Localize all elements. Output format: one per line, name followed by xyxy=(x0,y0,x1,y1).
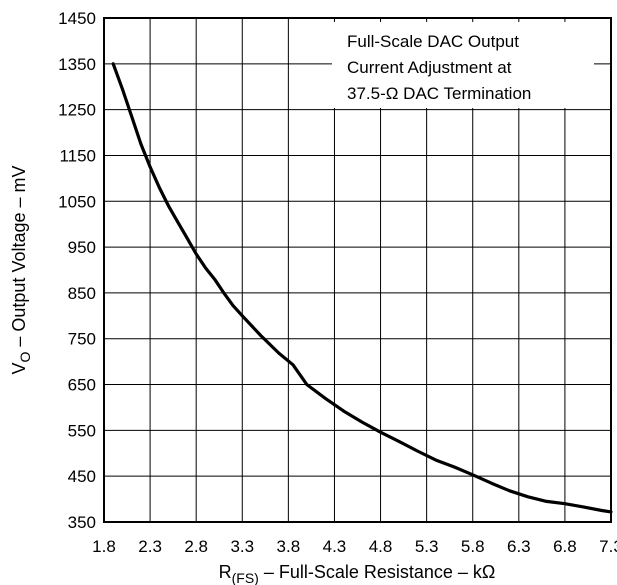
y-tick-label-7: 1050 xyxy=(58,192,96,211)
y-axis-ticks: 350 450 550 650 750 850 950 1050 1150 1250 1350 145… xyxy=(58,9,96,532)
y-tick-label-10: 1350 xyxy=(58,55,96,74)
x-tick-label-2: 2.8 xyxy=(184,537,208,556)
y-tick-label-6: 950 xyxy=(68,238,96,257)
y-tick-label-2: 550 xyxy=(68,421,96,440)
x-axis-label-subscript: (FS) xyxy=(232,570,259,585)
annotation-line-3: 37.5-Ω DAC Termination xyxy=(347,84,531,103)
y-tick-label-1: 450 xyxy=(68,467,96,486)
x-tick-label-0: 1.8 xyxy=(92,537,116,556)
series-line-0 xyxy=(111,62,613,514)
x-tick-label-8: 5.8 xyxy=(461,537,485,556)
x-axis-label-main: R xyxy=(219,562,232,582)
y-tick-label-0: 350 xyxy=(68,513,96,532)
x-tick-label-5: 4.3 xyxy=(323,537,347,556)
y-axis-label-main: V xyxy=(9,363,29,375)
annotation-background xyxy=(332,22,594,108)
x-tick-label-9: 6.3 xyxy=(507,537,531,556)
x-tick-label-3: 3.3 xyxy=(230,537,254,556)
annotation-box: Full-Scale DAC Output Current Adjustment… xyxy=(332,22,594,108)
x-tick-label-6: 4.8 xyxy=(369,537,393,556)
x-tick-label-7: 5.3 xyxy=(415,537,439,556)
series-layer xyxy=(111,62,613,514)
y-tick-label-5: 850 xyxy=(68,284,96,303)
x-tick-label-11: 7.3 xyxy=(599,537,617,556)
y-tick-label-9: 1250 xyxy=(58,101,96,120)
x-axis-label-rest: – Full-Scale Resistance – kΩ xyxy=(259,562,496,582)
y-tick-label-3: 650 xyxy=(68,376,96,395)
y-tick-label-8: 1150 xyxy=(59,146,96,165)
annotation-line-1: Full-Scale DAC Output xyxy=(347,32,519,51)
annotation-line-2: Current Adjustment at xyxy=(347,58,512,77)
x-axis-ticks: 1.8 2.3 2.8 3.3 3.8 4.3 4.8 5.3 5.8 6.3 6.8 7.3 xyxy=(92,537,617,556)
x-axis-label: R(FS) – Full-Scale Resistance – kΩ xyxy=(219,562,496,585)
x-tick-label-4: 3.8 xyxy=(277,537,301,556)
y-axis-label-rest: – Output Voltage – mV xyxy=(9,165,29,351)
x-tick-label-1: 2.3 xyxy=(138,537,162,556)
x-tick-label-10: 6.8 xyxy=(553,537,577,556)
y-axis-label: VO – Output Voltage – mV xyxy=(9,165,33,374)
y-tick-label-4: 750 xyxy=(68,330,96,349)
plot-frame xyxy=(103,17,612,523)
y-axis-label-subscript: O xyxy=(17,352,33,363)
y-tick-label-11: 1450 xyxy=(58,9,96,28)
